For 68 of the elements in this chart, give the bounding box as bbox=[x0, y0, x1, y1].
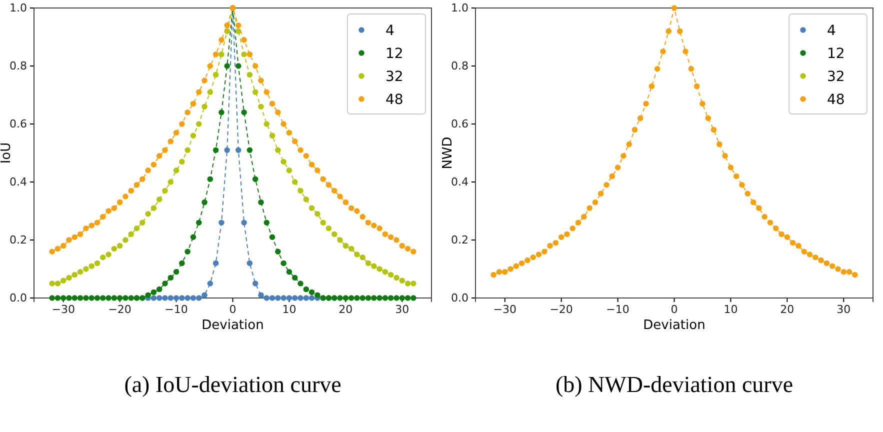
point bbox=[168, 295, 174, 301]
legend-label: 12 bbox=[386, 46, 404, 62]
legend-label: 32 bbox=[386, 69, 404, 85]
legend-label: 4 bbox=[386, 23, 394, 39]
point bbox=[212, 260, 219, 266]
y-axis-title: NWD bbox=[440, 136, 456, 170]
x-tick-label: 30 bbox=[836, 302, 851, 316]
y-tick-label: 0.0 bbox=[451, 292, 468, 305]
y-tick-label: 0.6 bbox=[10, 118, 27, 131]
y-axis-title: IoU bbox=[0, 142, 14, 164]
point bbox=[264, 295, 270, 301]
point bbox=[156, 295, 162, 301]
point bbox=[246, 260, 253, 266]
y-tick-label: 0.4 bbox=[451, 176, 468, 189]
point bbox=[308, 295, 315, 301]
point bbox=[179, 295, 185, 301]
point bbox=[196, 295, 202, 301]
x-tick-label: 0 bbox=[670, 302, 678, 316]
x-tick-label: −30 bbox=[493, 302, 516, 316]
point bbox=[241, 220, 247, 226]
legend-label: 12 bbox=[827, 46, 845, 62]
point bbox=[190, 295, 196, 301]
x-tick-label: −20 bbox=[550, 302, 573, 316]
legend-label: 48 bbox=[386, 92, 404, 108]
y-tick-label: 0.2 bbox=[451, 234, 468, 247]
point bbox=[173, 295, 180, 301]
point bbox=[280, 295, 286, 301]
point bbox=[162, 295, 168, 301]
text: (b) NWD-deviation curve bbox=[555, 372, 794, 397]
x-tick-label: −10 bbox=[164, 302, 188, 316]
x-tick-label: −20 bbox=[108, 302, 132, 316]
point bbox=[207, 280, 214, 286]
legend-label: 32 bbox=[827, 69, 845, 85]
y-tick-label: 1.0 bbox=[10, 2, 27, 15]
y-tick-label: 0.0 bbox=[10, 292, 27, 305]
point bbox=[218, 220, 224, 226]
y-tick-label: 0.4 bbox=[10, 176, 27, 189]
point bbox=[275, 295, 281, 301]
x-axis-title: Deviation bbox=[202, 318, 264, 333]
point bbox=[202, 292, 208, 298]
point bbox=[298, 295, 304, 301]
point bbox=[292, 295, 298, 301]
point bbox=[269, 295, 276, 301]
point bbox=[236, 147, 242, 153]
x-tick-label: −10 bbox=[606, 302, 630, 316]
x-tick-label: 30 bbox=[395, 302, 410, 316]
y-tick-label: 0.8 bbox=[451, 60, 468, 73]
text: (a) IoU-deviation curve bbox=[124, 372, 342, 397]
x-tick-label: −30 bbox=[52, 302, 75, 316]
x-tick-label: 20 bbox=[338, 302, 353, 316]
x-tick-label: 0 bbox=[229, 302, 236, 316]
point bbox=[150, 295, 157, 301]
point bbox=[224, 147, 230, 153]
x-axis-title: Deviation bbox=[643, 318, 706, 333]
point bbox=[258, 292, 264, 298]
y-tick-label: 0.8 bbox=[10, 60, 27, 73]
point bbox=[184, 295, 190, 301]
y-tick-label: 0.6 bbox=[451, 118, 468, 131]
y-tick-label: 1.0 bbox=[451, 2, 468, 15]
x-tick-label: 20 bbox=[780, 302, 794, 316]
point bbox=[252, 280, 258, 286]
legend-label: 4 bbox=[827, 23, 836, 39]
x-tick-label: 10 bbox=[282, 302, 296, 316]
point bbox=[286, 295, 292, 301]
legend-label: 48 bbox=[827, 92, 845, 108]
x-tick-label: 10 bbox=[724, 302, 738, 316]
y-tick-label: 0.2 bbox=[10, 234, 27, 247]
point bbox=[303, 295, 310, 301]
